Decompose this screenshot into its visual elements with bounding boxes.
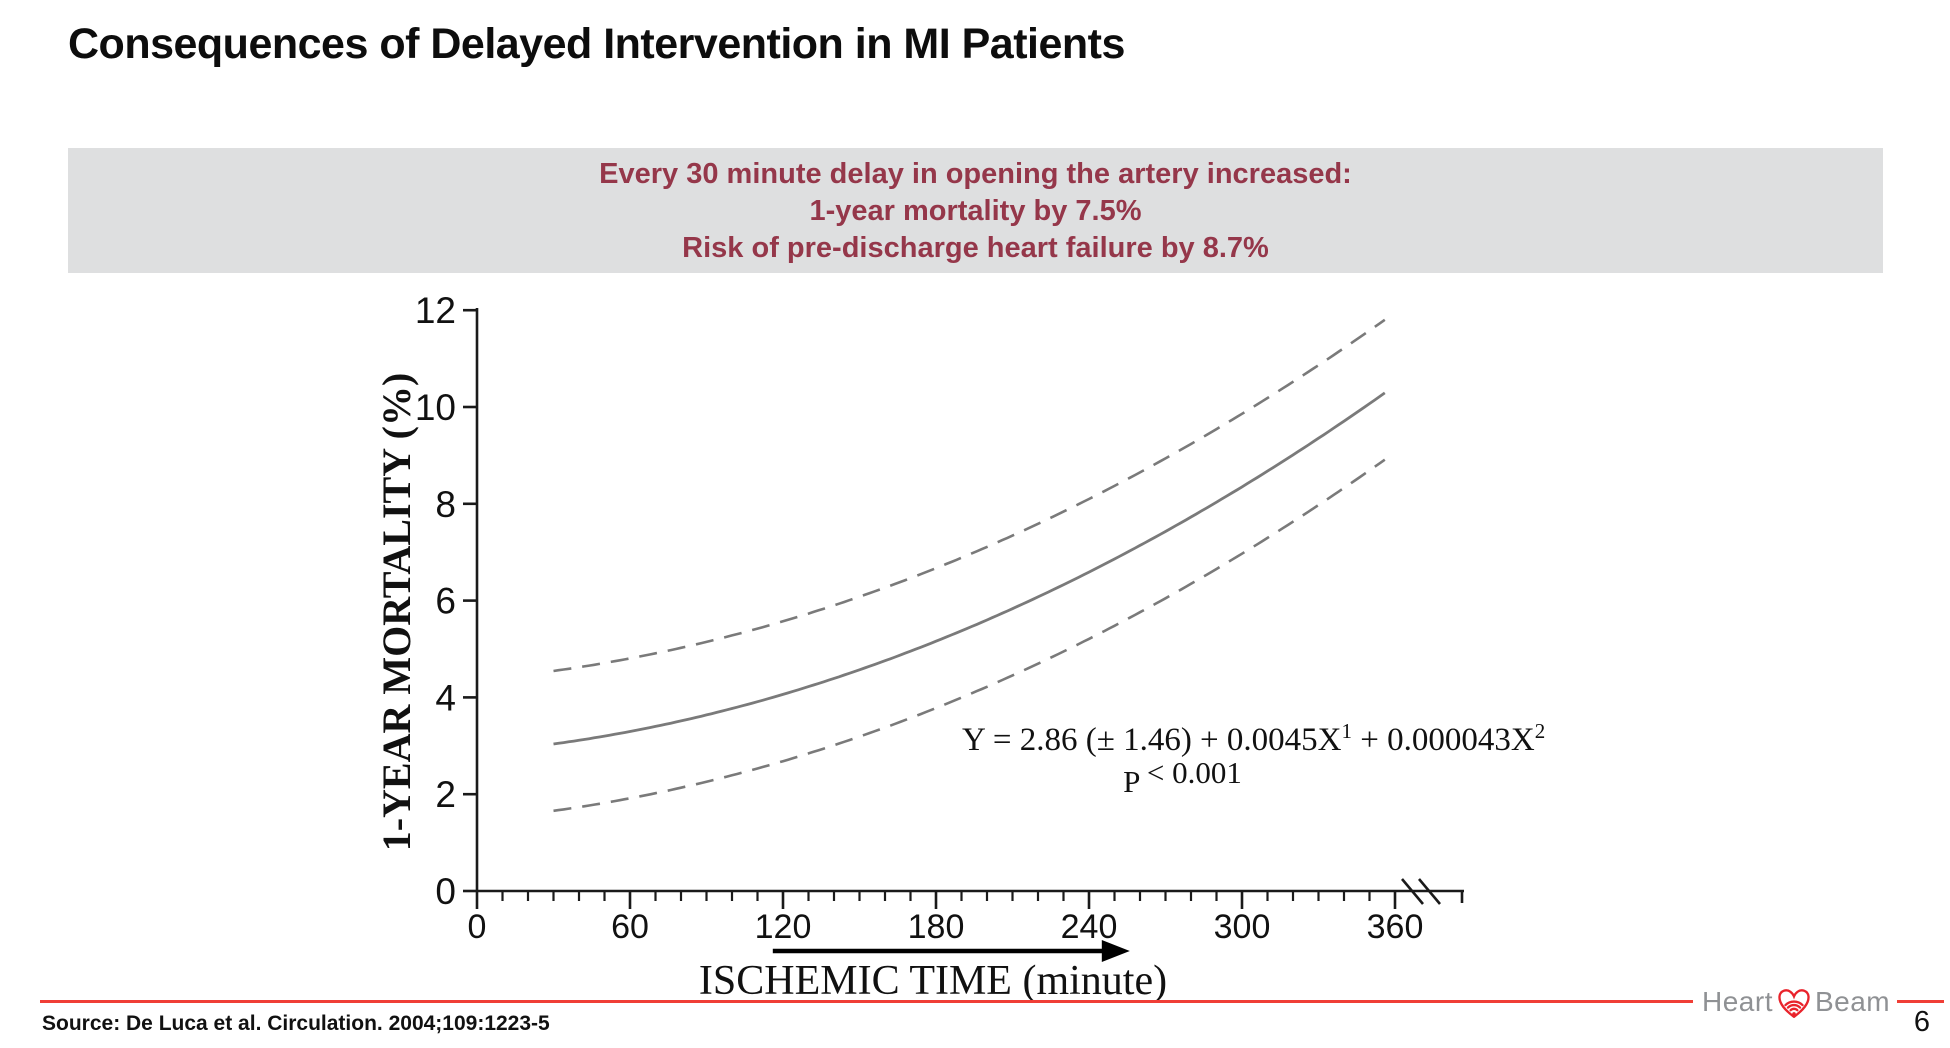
x-axis-title: ISCHEMIC TIME (minute) (699, 958, 1167, 1004)
logo-text-beam: Beam (1814, 986, 1891, 1017)
banner-line-1: Every 30 minute delay in opening the art… (599, 158, 1352, 190)
banner-line-2: 1-year mortality by 7.5% (809, 195, 1142, 227)
heartbeam-logo: Heart Beam (1702, 983, 1890, 1021)
logo-text-heart: Heart (1702, 986, 1773, 1017)
time-range-arrow-head (1101, 940, 1130, 962)
upper-ci-curve (553, 318, 1386, 673)
heart-wifi-icon (1778, 989, 1810, 1018)
key-message-banner: Every 30 minute delay in opening the art… (68, 148, 1883, 273)
footer-rule-left (40, 1000, 1693, 1003)
y-tick-label: 8 (435, 484, 456, 525)
axis-break-icon (1418, 878, 1441, 905)
x-tick-label: 120 (755, 908, 812, 946)
y-tick-label: 2 (435, 774, 456, 815)
x-tick-label: 60 (611, 908, 649, 946)
x-tick-label: 0 (468, 908, 487, 946)
mean-mortality-curve (553, 391, 1386, 746)
x-tick-label: 300 (1214, 908, 1271, 946)
x-tick-label: 240 (1061, 908, 1118, 946)
y-tick-label: 10 (415, 387, 456, 428)
banner-line-3: Risk of pre-discharge heart failure by 8… (682, 232, 1269, 264)
page-number: 6 (1913, 1006, 1931, 1038)
axis-break-icon (1401, 878, 1424, 905)
x-tick-label: 180 (908, 908, 965, 946)
p-value: P < 0.001 (1123, 755, 1242, 799)
y-tick-label: 4 (435, 677, 456, 718)
x-tick-label: 360 (1367, 908, 1424, 946)
page-title: Consequences of Delayed Intervention in … (68, 20, 1125, 68)
y-tick-label: 12 (415, 290, 456, 331)
source-citation: Source: De Luca et al. Circulation. 2004… (42, 1012, 550, 1035)
y-tick-label: 0 (435, 871, 456, 912)
y-axis-title: 1-YEAR MORTALITY (%) (374, 373, 419, 852)
footer-rule-right (1897, 1000, 1944, 1003)
y-tick-label: 6 (435, 581, 456, 622)
regression-equation: Y = 2.86 (± 1.46) + 0.0045X1 + 0.000043X… (962, 719, 1546, 758)
